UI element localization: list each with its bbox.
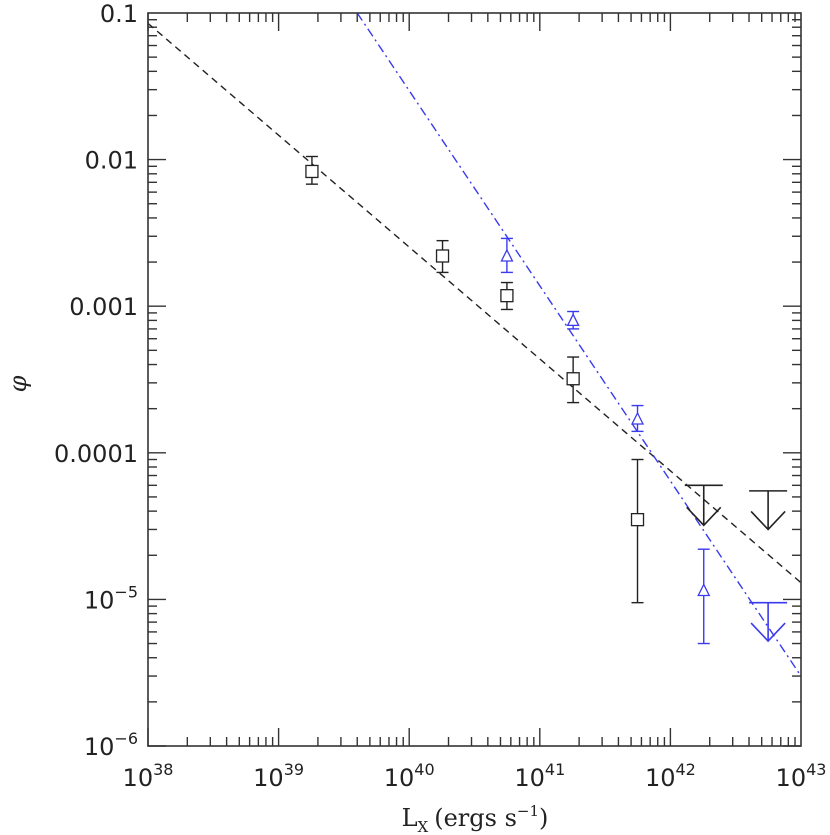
triangle-marker	[630, 411, 645, 425]
x-axis-label-units-sup: −1	[517, 802, 539, 820]
axis-ticks	[147, 13, 801, 747]
data-point	[500, 237, 514, 274]
y-tick-labels: 0.1 0.01 0.001 0.0001 10−5 10−6	[54, 0, 138, 761]
square-marker	[566, 372, 580, 386]
data-point	[697, 548, 711, 645]
x-tick-label: 1039	[253, 760, 304, 792]
x-tick-label: 1043	[776, 760, 827, 792]
x-tick-label: 1041	[514, 760, 565, 792]
x-axis-label-units: (ergs s	[434, 804, 517, 832]
data-point	[500, 281, 514, 311]
upper-limit	[684, 484, 723, 527]
square-marker	[630, 512, 645, 527]
y-tick-label: 0.0001	[54, 440, 138, 468]
y-tick-label: 0.01	[85, 147, 138, 175]
x-tick-label: 1040	[384, 760, 435, 792]
upper-limit-arrow	[750, 622, 786, 643]
y-tick-label: 10−6	[84, 729, 138, 761]
square-marker	[435, 249, 450, 263]
y-tick-label: 0.001	[69, 293, 138, 321]
data-point	[630, 458, 645, 604]
data-point	[305, 155, 319, 185]
y-tick-label: 0.1	[100, 0, 138, 28]
data-point	[566, 310, 580, 330]
y-tick-label: 10−5	[84, 582, 138, 614]
fit-line	[356, 12, 802, 677]
triangle-marker	[697, 583, 711, 597]
x-axis-label: LX (ergs s−1)	[402, 802, 549, 835]
data-point	[435, 239, 450, 274]
square-marker	[500, 289, 514, 303]
upper-limit-arrow	[750, 510, 786, 531]
triangle-marker	[566, 312, 580, 327]
x-tick-labels: 1038 1039 1040 1041 1042 1043	[123, 760, 827, 792]
data-point	[630, 404, 645, 433]
data-point	[566, 356, 580, 404]
x-axis-label-sub: X	[418, 818, 429, 835]
plot-frame	[147, 12, 802, 747]
upper-limit	[749, 490, 788, 531]
triangle-marker	[500, 248, 514, 262]
upper-limit	[749, 601, 788, 643]
x-axis-label-units-close: )	[539, 804, 548, 832]
upper-limit-arrow	[686, 506, 722, 527]
square-marker	[305, 164, 319, 179]
x-tick-label: 1038	[123, 760, 174, 792]
x-axis-label-main: L	[402, 804, 418, 832]
x-tick-label: 1042	[645, 760, 696, 792]
data-marks	[305, 155, 788, 645]
y-axis-label: φ	[4, 375, 32, 392]
